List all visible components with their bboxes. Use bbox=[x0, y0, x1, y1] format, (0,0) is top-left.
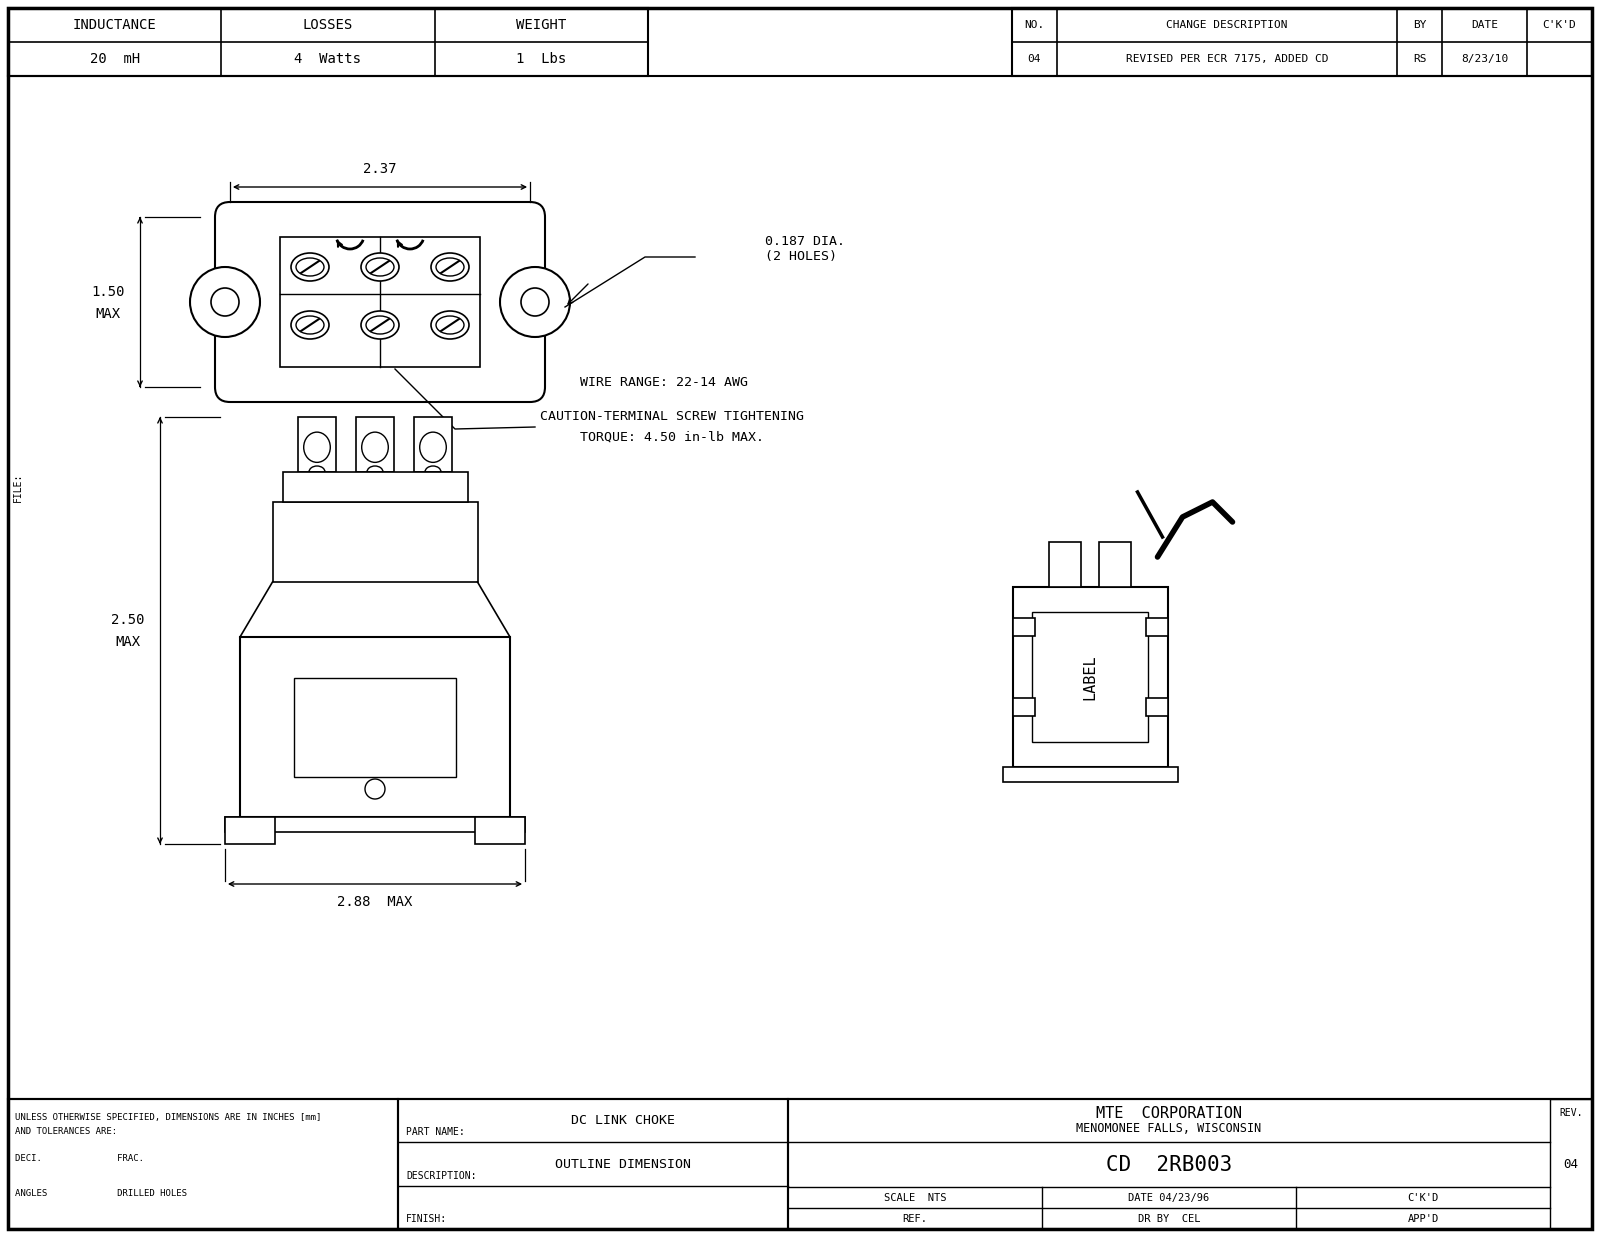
Ellipse shape bbox=[296, 315, 323, 334]
Text: CD  2RB003: CD 2RB003 bbox=[1106, 1154, 1232, 1175]
Bar bbox=[398, 1098, 787, 1230]
Bar bbox=[475, 816, 525, 844]
Circle shape bbox=[522, 288, 549, 315]
Bar bbox=[414, 417, 453, 473]
Bar bbox=[283, 473, 467, 502]
Bar bbox=[1032, 612, 1149, 742]
Text: APP'D: APP'D bbox=[1408, 1213, 1438, 1223]
Bar bbox=[294, 678, 456, 777]
Text: C'K'D: C'K'D bbox=[1542, 20, 1576, 30]
Text: SCALE  NTS: SCALE NTS bbox=[883, 1192, 946, 1202]
Text: 1.50: 1.50 bbox=[91, 285, 125, 299]
Text: 8/23/10: 8/23/10 bbox=[1461, 54, 1509, 64]
Text: 04: 04 bbox=[1563, 1158, 1579, 1170]
Text: C'K'D: C'K'D bbox=[1408, 1192, 1438, 1202]
Bar bbox=[1146, 698, 1168, 716]
Circle shape bbox=[190, 267, 259, 336]
Ellipse shape bbox=[304, 432, 330, 463]
Text: WIRE RANGE: 22-14 AWG: WIRE RANGE: 22-14 AWG bbox=[579, 376, 749, 388]
Text: CHANGE DESCRIPTION: CHANGE DESCRIPTION bbox=[1166, 20, 1288, 30]
Bar bbox=[1013, 7, 1592, 75]
FancyBboxPatch shape bbox=[214, 202, 546, 402]
Text: UNLESS OTHERWISE SPECIFIED, DIMENSIONS ARE IN INCHES [mm]: UNLESS OTHERWISE SPECIFIED, DIMENSIONS A… bbox=[14, 1113, 322, 1122]
Bar bbox=[226, 816, 525, 833]
Ellipse shape bbox=[362, 432, 389, 463]
Text: TORQUE: 4.50 in-lb MAX.: TORQUE: 4.50 in-lb MAX. bbox=[541, 430, 765, 444]
Text: MAX: MAX bbox=[96, 307, 120, 320]
Text: OUTLINE DIMENSION: OUTLINE DIMENSION bbox=[555, 1158, 691, 1170]
Bar bbox=[1013, 698, 1035, 716]
Ellipse shape bbox=[296, 259, 323, 276]
Bar bbox=[1050, 542, 1082, 588]
Text: ANGLES             DRILLED HOLES: ANGLES DRILLED HOLES bbox=[14, 1189, 187, 1197]
Bar bbox=[1550, 1098, 1592, 1230]
Text: DATE: DATE bbox=[1470, 20, 1498, 30]
Bar bbox=[226, 816, 275, 844]
Bar bbox=[272, 502, 477, 581]
Ellipse shape bbox=[435, 315, 464, 334]
Text: LABEL: LABEL bbox=[1083, 654, 1098, 700]
Text: CAUTION-TERMINAL SCREW TIGHTENING: CAUTION-TERMINAL SCREW TIGHTENING bbox=[541, 411, 805, 423]
Text: DC LINK CHOKE: DC LINK CHOKE bbox=[571, 1115, 675, 1127]
Ellipse shape bbox=[366, 259, 394, 276]
Text: 2.88  MAX: 2.88 MAX bbox=[338, 896, 413, 909]
Circle shape bbox=[365, 779, 386, 799]
Text: 1  Lbs: 1 Lbs bbox=[517, 52, 566, 66]
Ellipse shape bbox=[291, 254, 330, 281]
Text: DECI.              FRAC.: DECI. FRAC. bbox=[14, 1154, 144, 1163]
Text: RS: RS bbox=[1413, 54, 1426, 64]
Ellipse shape bbox=[362, 254, 398, 281]
Text: DR BY  CEL: DR BY CEL bbox=[1138, 1213, 1200, 1223]
Text: REF.: REF. bbox=[902, 1213, 928, 1223]
Ellipse shape bbox=[291, 310, 330, 339]
Text: MENOMONEE FALLS, WISCONSIN: MENOMONEE FALLS, WISCONSIN bbox=[1077, 1122, 1262, 1134]
Bar bbox=[1013, 618, 1035, 636]
Ellipse shape bbox=[362, 310, 398, 339]
Text: 2.37: 2.37 bbox=[363, 162, 397, 176]
Text: FINISH:: FINISH: bbox=[406, 1213, 446, 1223]
Text: LOSSES: LOSSES bbox=[302, 19, 354, 32]
Text: BY: BY bbox=[1413, 20, 1426, 30]
Ellipse shape bbox=[430, 254, 469, 281]
Circle shape bbox=[211, 288, 238, 315]
Text: WEIGHT: WEIGHT bbox=[517, 19, 566, 32]
Text: REVISED PER ECR 7175, ADDED CD: REVISED PER ECR 7175, ADDED CD bbox=[1126, 54, 1328, 64]
Bar bbox=[240, 637, 510, 816]
Text: DATE 04/23/96: DATE 04/23/96 bbox=[1128, 1192, 1210, 1202]
Bar bbox=[355, 417, 394, 473]
Text: INDUCTANCE: INDUCTANCE bbox=[72, 19, 157, 32]
Bar bbox=[1099, 542, 1131, 588]
Bar bbox=[298, 417, 336, 473]
Text: 4  Watts: 4 Watts bbox=[294, 52, 362, 66]
Bar bbox=[1003, 767, 1178, 782]
Bar bbox=[1146, 618, 1168, 636]
Text: 20  mH: 20 mH bbox=[90, 52, 139, 66]
Ellipse shape bbox=[419, 432, 446, 463]
Text: NO.: NO. bbox=[1024, 20, 1045, 30]
Bar bbox=[1013, 588, 1168, 767]
Circle shape bbox=[499, 267, 570, 336]
Ellipse shape bbox=[366, 315, 394, 334]
Text: FILE:: FILE: bbox=[13, 473, 22, 502]
Text: PART NAME:: PART NAME: bbox=[406, 1127, 464, 1137]
Bar bbox=[280, 238, 480, 367]
Text: MAX: MAX bbox=[115, 636, 141, 649]
Text: DESCRIPTION:: DESCRIPTION: bbox=[406, 1170, 477, 1180]
Text: 2.50: 2.50 bbox=[112, 614, 144, 627]
Bar bbox=[8, 1098, 398, 1230]
Ellipse shape bbox=[435, 259, 464, 276]
Bar bbox=[787, 1098, 1592, 1230]
Bar bbox=[8, 7, 648, 75]
Ellipse shape bbox=[430, 310, 469, 339]
Text: AND TOLERANCES ARE:: AND TOLERANCES ARE: bbox=[14, 1127, 117, 1136]
Text: 04: 04 bbox=[1027, 54, 1042, 64]
Text: MTE  CORPORATION: MTE CORPORATION bbox=[1096, 1106, 1242, 1121]
Text: 0.187 DIA.
(2 HOLES): 0.187 DIA. (2 HOLES) bbox=[765, 235, 845, 263]
Text: REV.: REV. bbox=[1560, 1108, 1582, 1118]
